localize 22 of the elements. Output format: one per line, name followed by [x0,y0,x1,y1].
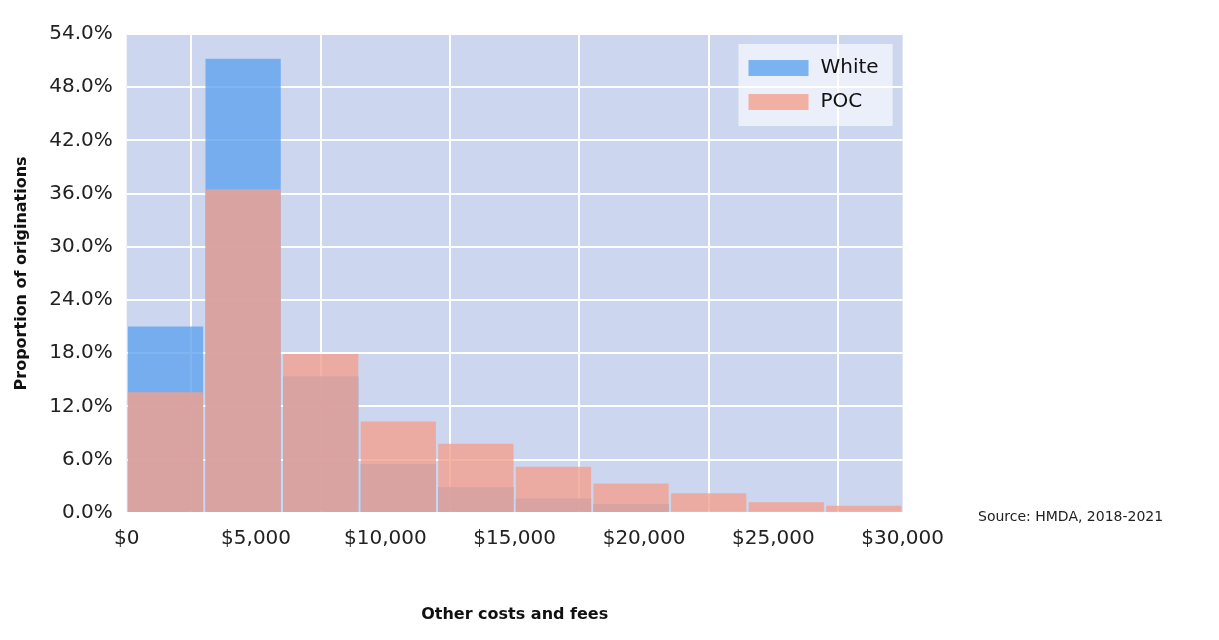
y-tick-label: 48.0% [49,73,113,98]
y-tick-label: 24.0% [49,286,113,311]
y-axis-title: Proportion of originations [10,156,30,391]
y-tick-label: 12.0% [49,392,113,417]
y-tick-label: 6.0% [61,445,113,470]
y-tick-label: 0.0% [61,499,113,523]
x-tick-label: $20,000 [602,525,686,549]
x-tick-label: $10,000 [344,525,427,549]
x-tick-label: $30,000 [861,525,945,549]
legend-label: White [820,54,879,79]
y-tick-label: 42.0% [49,126,113,151]
y-tick-label: 30.0% [49,233,113,257]
x-tick-label: $15,000 [473,525,557,549]
source-note: Source: HMDA, 2018-2021 [978,508,1164,524]
x-tick-label: $25,000 [731,525,815,549]
y-tick-label: 36.0% [49,179,113,204]
y-tick-label: 54.0% [49,20,113,45]
y-tick-label: 18.0% [49,339,113,364]
x-axis-title: Other costs and fees [421,603,609,623]
x-tick-label: $0 [114,525,140,549]
x-tick-label: $5,000 [221,525,292,549]
legend-label: POC [820,88,863,113]
